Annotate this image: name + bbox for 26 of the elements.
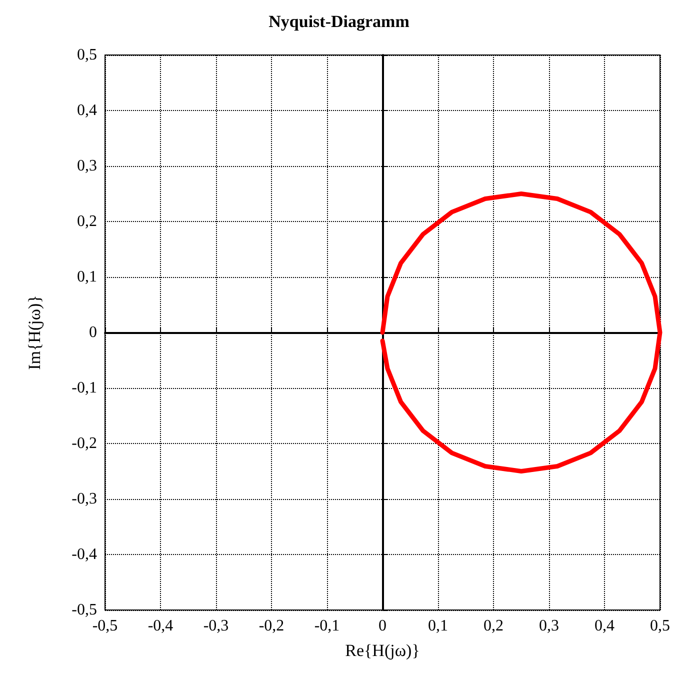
y-axis-title: Im{H(jω)}	[25, 295, 44, 370]
y-tick-label: 0,4	[77, 102, 97, 119]
y-tick-label: -0,3	[72, 490, 97, 508]
y-tick-label: 0,5	[77, 46, 97, 64]
x-tick-label: 0,1	[428, 618, 448, 634]
y-tick-label: -0,1	[72, 380, 97, 396]
x-tick-label: -0,1	[314, 618, 340, 634]
line-series	[380, 192, 662, 474]
x-tick-label: -0,3	[203, 618, 229, 634]
y-tick-label: 0	[89, 324, 97, 341]
x-tick-label: 0,4	[594, 618, 614, 634]
x-tick-label: -0,4	[148, 618, 174, 634]
x-tick-label: -0,5	[92, 618, 118, 634]
chart-title: Nyquist-Diagramm	[268, 12, 410, 31]
x-tick-label: 0,2	[484, 618, 504, 634]
x-tick-label: 0,3	[539, 618, 559, 634]
x-tick-label: -0,2	[258, 618, 284, 634]
y-tick-label: -0,4	[72, 546, 97, 563]
x-tick-label: 0	[378, 618, 386, 634]
y-tick-label: -0,5	[72, 602, 97, 618]
y-tick-label: 0,1	[77, 268, 97, 286]
y-tick-label: 0,3	[77, 158, 97, 174]
x-axis-title: Re{H(jω)}	[345, 641, 420, 660]
y-tick-label: -0,2	[72, 435, 97, 452]
x-tick-label: 0,5	[650, 618, 670, 634]
y-tick-label: 0,2	[77, 213, 97, 230]
